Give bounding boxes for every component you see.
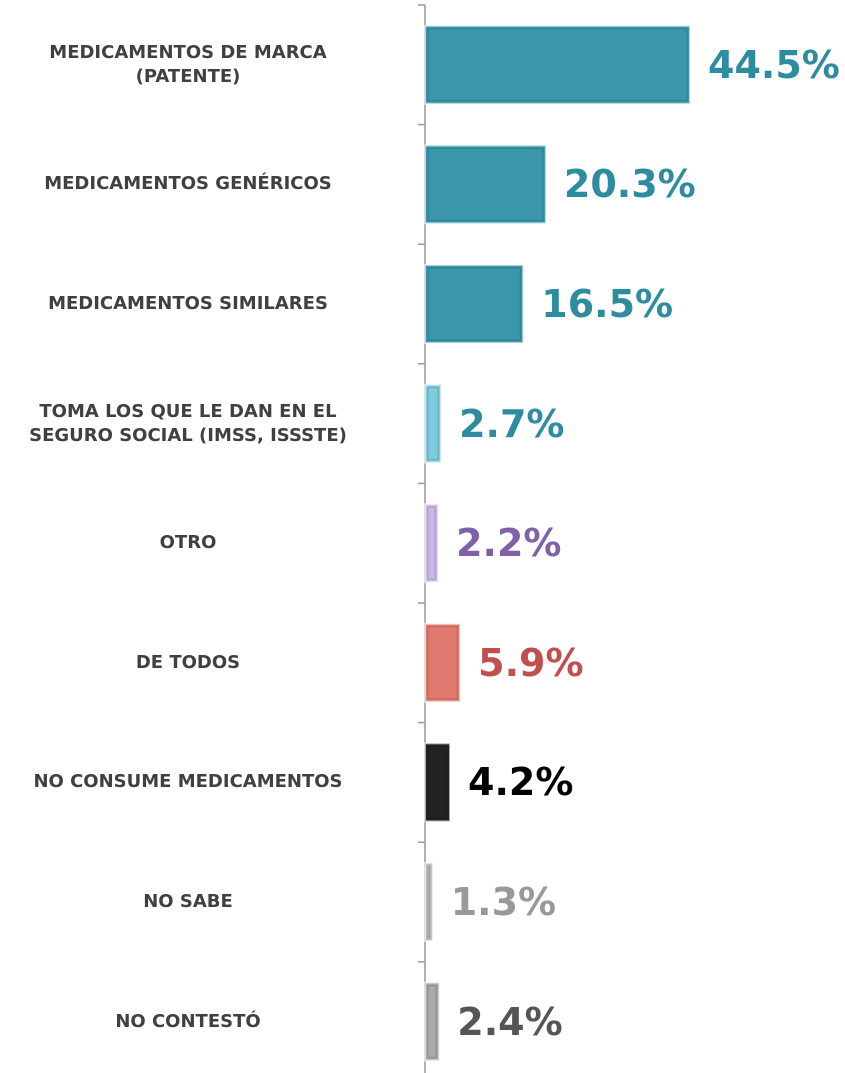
bar-bevel (427, 626, 458, 700)
value-label: 2.4% (457, 999, 563, 1044)
bar-bevel (427, 387, 439, 461)
bar-bevel (427, 28, 688, 102)
bar-bevel (427, 267, 521, 341)
category-label: NO CONTESTÓ (115, 1010, 261, 1032)
category-label: MEDICAMENTOS GENÉRICOS (44, 173, 332, 195)
category-label: MEDICAMENTOS DE MARCA (PATENTE) (49, 41, 327, 87)
category-label: NO SABE (143, 891, 233, 912)
bar (424, 503, 440, 584)
bar-bevel (427, 985, 437, 1059)
category-label: TOMA LOS QUE LE DAN EN EL SEGURO SOCIAL … (29, 400, 347, 446)
bar (424, 144, 547, 225)
value-label: 20.3% (563, 162, 696, 207)
bar (424, 742, 452, 823)
value-label: 2.2% (456, 521, 562, 566)
value-label: 4.2% (468, 760, 574, 805)
bar (424, 622, 462, 703)
value-label: 5.9% (478, 640, 584, 685)
bar-bevel (427, 147, 544, 221)
bar (424, 981, 441, 1062)
bar-bevel (427, 865, 431, 939)
category-label: NO CONSUME MEDICAMENTOS (33, 771, 343, 793)
category-label: OTRO (159, 532, 217, 554)
bar (424, 383, 443, 464)
bar (424, 24, 691, 105)
value-label: 1.3% (450, 880, 557, 924)
value-label: 2.7% (459, 401, 565, 446)
bar-bevel (427, 506, 436, 580)
bar (424, 862, 434, 942)
bar-bevel (427, 745, 448, 819)
bar (424, 264, 525, 344)
category-label: DE TODOS (135, 651, 241, 673)
category-label: MEDICAMENTOS SIMILARES (48, 293, 328, 314)
value-label: 44.5% (708, 42, 840, 87)
value-label: 16.5% (541, 282, 674, 326)
